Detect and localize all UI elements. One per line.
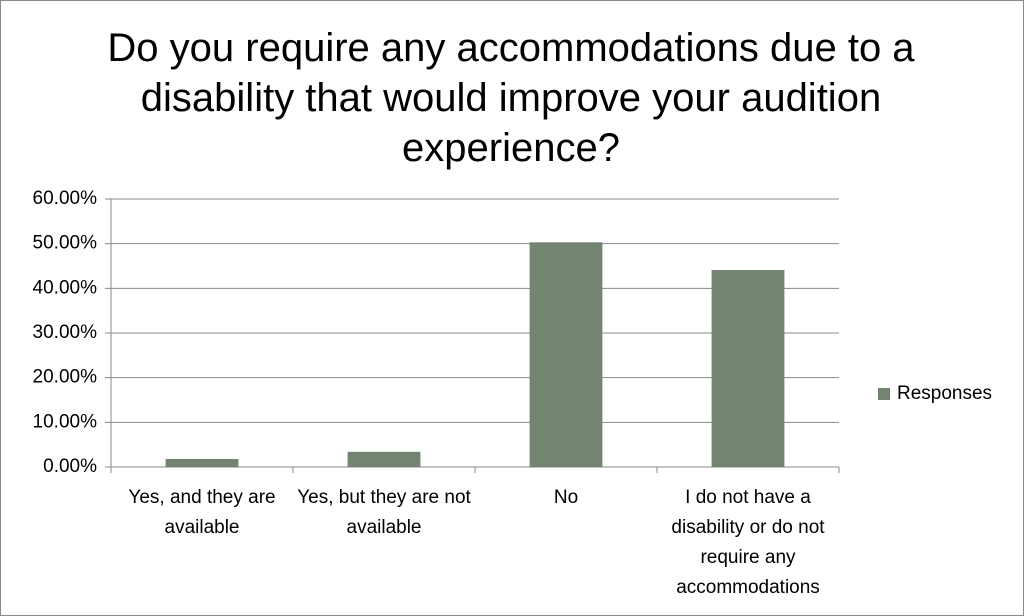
x-tick-label: I do not have a disability or do not req… [671,487,825,598]
bar [711,270,785,467]
y-tick-label: 40.00% [33,277,98,298]
y-tick-label: 20.00% [33,367,98,388]
bar [529,242,603,467]
legend-label: Responses [897,383,992,404]
bar [165,458,239,467]
y-tick-label: 10.00% [33,411,98,432]
y-tick-label: 50.00% [33,233,98,254]
x-tick-label: No [553,487,579,508]
chart-title: Do you require any accommodations due to… [107,26,915,170]
y-tick-label: 30.00% [33,322,98,343]
y-tick-label: 60.00% [33,188,98,209]
bar [347,451,421,467]
x-tick-label: Yes, but they are not available [297,487,471,538]
legend-swatch [878,388,890,400]
y-tick-label: 0.00% [43,456,97,477]
x-tick-label: Yes, and they are available [128,487,276,538]
